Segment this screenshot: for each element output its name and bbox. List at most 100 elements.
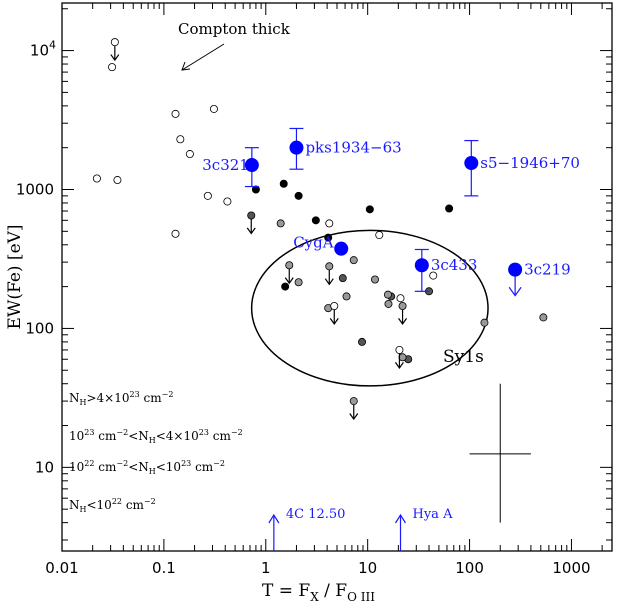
legend-entry: 1023 cm−2<NH<4×1023 cm−2 xyxy=(69,428,243,445)
x-tick-label: 10 xyxy=(358,559,377,577)
data-point xyxy=(92,174,101,183)
radio-galaxy-point xyxy=(414,258,429,273)
upper-limit-arrowhead xyxy=(394,362,404,369)
legend-entry: 1022 cm−2<NH<1023 cm−2 xyxy=(69,459,225,476)
legend-text-part: 23 xyxy=(130,390,140,399)
lower-limit-arrowhead xyxy=(268,513,280,524)
data-point xyxy=(279,179,288,188)
data-point xyxy=(398,353,407,362)
data-point xyxy=(370,275,379,284)
data-point xyxy=(445,204,454,213)
legend-text-part: cm xyxy=(191,460,214,474)
x-title-sub1: X xyxy=(310,590,319,604)
y-tick-label: 104 xyxy=(30,39,56,60)
legend-text-part: H xyxy=(80,505,87,514)
radio-galaxy-point xyxy=(289,140,304,155)
data-point xyxy=(395,345,404,354)
legend-text-part: −2 xyxy=(144,497,156,506)
legend-text-part: <10 xyxy=(156,460,181,474)
y-tick-label: 100 xyxy=(25,319,54,337)
upper-limit-arrowhead xyxy=(246,227,256,235)
legend-entry: NH>4×1023 cm−2 xyxy=(69,390,173,407)
lower-limit-arrowhead xyxy=(394,513,407,524)
legend-text-part: H xyxy=(149,436,156,445)
upper-limit-arrowhead xyxy=(329,318,339,326)
data-point xyxy=(209,104,218,113)
data-point xyxy=(342,292,351,301)
radio-galaxy-point xyxy=(334,241,349,256)
x-axis-title: T = FX / FO III xyxy=(262,581,375,604)
data-point xyxy=(223,197,232,206)
legend-text-part: 10 xyxy=(69,460,84,474)
x-title-prefix: T = F xyxy=(262,581,310,601)
data-point xyxy=(285,261,294,270)
legend-text-part: −2 xyxy=(231,428,243,437)
x-title-sub2: O III xyxy=(347,590,375,604)
data-point xyxy=(338,274,347,283)
y-tick-label: 10 xyxy=(35,458,54,476)
data-point xyxy=(251,185,260,194)
data-point xyxy=(384,299,393,308)
sy1-ellipse xyxy=(250,229,489,387)
data-point xyxy=(330,302,339,311)
legend-text-part: 23 xyxy=(181,459,191,468)
lower-limit-label: Hya A xyxy=(413,507,454,522)
data-point xyxy=(349,397,358,406)
radio-galaxy-label: s5−1946+70 xyxy=(480,154,580,172)
legend-text-part: −2 xyxy=(116,428,128,437)
data-point xyxy=(365,205,374,214)
data-point xyxy=(294,278,303,287)
legend-text-part: <4×10 xyxy=(156,429,199,443)
legend-text-part: cm xyxy=(94,460,117,474)
radio-galaxy-point xyxy=(464,156,479,171)
data-point xyxy=(539,313,548,322)
data-point xyxy=(294,191,303,200)
data-point xyxy=(325,262,334,271)
legend-text-part: 23 xyxy=(84,428,94,437)
data-point xyxy=(203,191,212,200)
x-tick-label: 0.01 xyxy=(45,559,78,577)
legend-text-part: cm xyxy=(122,498,145,512)
legend-text-part: <N xyxy=(128,460,149,474)
data-point xyxy=(480,318,489,327)
data-point xyxy=(311,216,320,225)
radio-galaxy-label: 3c219 xyxy=(524,261,571,279)
data-point xyxy=(276,219,285,228)
data-point xyxy=(349,256,358,265)
radio-galaxy-label: CygA xyxy=(293,234,334,252)
radio-galaxy-point xyxy=(508,262,523,277)
upper-limit-arrowhead xyxy=(284,277,294,285)
x-tick-label: 0.1 xyxy=(152,559,176,577)
compton-thick-arrowhead xyxy=(181,61,191,71)
y-tick-base: 10 xyxy=(30,42,49,60)
legend-text-part: 10 xyxy=(69,429,84,443)
data-point xyxy=(247,211,256,220)
legend-text-part: cm xyxy=(209,429,232,443)
x-title-mid: / F xyxy=(319,581,348,601)
data-point xyxy=(375,231,384,240)
data-point xyxy=(113,176,122,185)
radio-galaxy-label: pks1934−63 xyxy=(305,139,401,157)
legend-text-part: 22 xyxy=(112,497,122,506)
upper-limit-arrowhead xyxy=(349,413,359,421)
data-point xyxy=(396,294,405,303)
legend-text-part: N xyxy=(69,391,80,405)
y-tick-label: 1000 xyxy=(16,181,54,199)
x-tick-label: 1000 xyxy=(552,559,590,577)
legend-text-part: −2 xyxy=(213,459,225,468)
data-point xyxy=(383,290,392,299)
data-point xyxy=(429,271,438,280)
data-point xyxy=(281,282,290,291)
legend-text-part: −2 xyxy=(162,390,174,399)
legend-entry: NH<1022 cm−2 xyxy=(69,497,156,514)
legend-text-part: >4×10 xyxy=(86,391,129,405)
sy1-region xyxy=(250,229,489,387)
data-point xyxy=(110,38,119,47)
legend-text-part: 23 xyxy=(199,428,209,437)
upper-limit-arrowhead xyxy=(508,286,522,297)
radio-galaxy-label: 3c321 xyxy=(202,156,249,174)
legend-text-part: <10 xyxy=(86,498,111,512)
compton-thick-arrow xyxy=(181,43,225,71)
